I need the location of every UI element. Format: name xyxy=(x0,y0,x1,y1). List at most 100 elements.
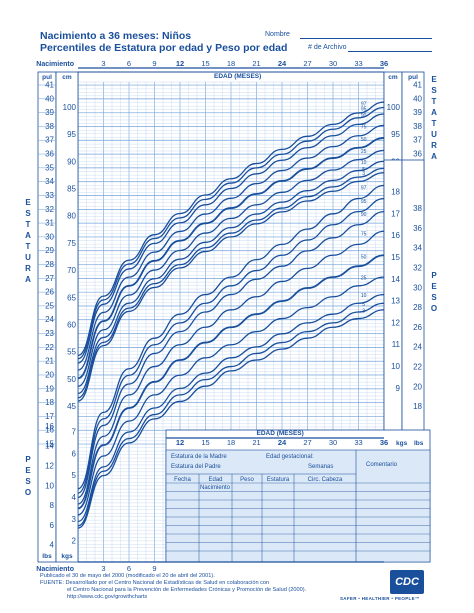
length-curve xyxy=(77,149,385,388)
weight-curve-label: 97 xyxy=(361,186,367,192)
left-unit-in: pul xyxy=(42,74,52,81)
left-kg-tick: 5 xyxy=(72,471,77,480)
right-kg-tick: 11 xyxy=(392,340,401,349)
right-cm-tick: 100 xyxy=(387,103,401,112)
right-in-tick: 41 xyxy=(413,81,422,90)
right-unit-lb: lbs xyxy=(414,440,424,447)
right-cm-tick: 95 xyxy=(391,130,400,139)
bottom-age-tick-label: 6 xyxy=(127,564,131,573)
form-column-header: Circ. Cabeza xyxy=(308,477,343,483)
right-lb-tick: 18 xyxy=(413,402,422,411)
right-kg-tick: 14 xyxy=(391,275,400,284)
length-cm-tick: 100 xyxy=(63,103,77,112)
record-field[interactable] xyxy=(348,51,432,52)
left-kg-tick: 3 xyxy=(72,515,77,524)
footer-line2: FUENTE: Desarrollado por el Centro Nacio… xyxy=(40,580,270,586)
left-weight-title: E xyxy=(25,466,31,475)
chart-title-line2: Percentiles de Estatura por edad y Peso … xyxy=(40,42,288,54)
left-kg-tick: 2 xyxy=(72,537,77,546)
lower-age-tick-label: 27 xyxy=(303,438,311,447)
right-weight-title: P xyxy=(431,271,437,280)
top-age-axis-title: EDAD (MESES) xyxy=(214,73,261,80)
weeks-label: Semanas xyxy=(308,464,333,470)
right-kg-tick: 13 xyxy=(391,297,400,306)
weight-curve xyxy=(77,230,385,505)
weight-curve xyxy=(77,293,385,523)
name-field[interactable] xyxy=(300,38,432,39)
length-cm-tick: 85 xyxy=(67,185,76,194)
right-in-tick: 40 xyxy=(413,94,422,103)
weight-curve-label: 10 xyxy=(361,293,367,299)
comment-label: Comentario xyxy=(366,462,398,468)
form-body xyxy=(165,449,431,563)
right-kg-tick: 15 xyxy=(391,253,400,262)
right-kg-tick: 10 xyxy=(391,362,400,371)
right-lb-tick: 34 xyxy=(413,244,422,253)
cdc-tagline: SAFER • HEALTHIER • PEOPLE™ xyxy=(340,596,420,601)
name-label: Nombre xyxy=(265,31,290,38)
right-kg-tick: 18 xyxy=(391,188,400,197)
left-lb-tick: 16 xyxy=(45,422,54,431)
weight-curve xyxy=(77,254,385,510)
right-length-title: S xyxy=(431,86,437,95)
left-unit-kg: kgs xyxy=(61,553,73,560)
bottom-age-tick-label: Nacimiento xyxy=(36,566,74,573)
length-cm-tick: 80 xyxy=(67,212,76,221)
lower-age-axis-title: EDAD (MESES) xyxy=(257,430,304,437)
top-age-tick-label: 21 xyxy=(252,59,260,68)
right-weight-title: E xyxy=(431,282,437,291)
length-cm-tick: 65 xyxy=(67,293,76,302)
right-weight-title: O xyxy=(431,304,437,313)
length-curve xyxy=(77,172,385,402)
length-curve-label: 10 xyxy=(361,160,367,166)
form-column-header: Edad xyxy=(208,477,222,483)
right-lb-tick: 26 xyxy=(413,323,422,332)
right-unit-cm: cm xyxy=(388,74,398,81)
left-lb-tick: 10 xyxy=(45,481,54,490)
lower-age-tick-label: 12 xyxy=(176,438,184,447)
right-length-title: A xyxy=(431,152,437,161)
left-length-title: U xyxy=(25,253,31,262)
footer-link[interactable]: http://www.cdc.gov/growthcharts xyxy=(67,594,148,600)
left-weight-title: O xyxy=(25,488,31,497)
left-weight-title: P xyxy=(25,455,31,464)
left-lb-tick: 8 xyxy=(50,501,55,510)
weight-curve-label: 50 xyxy=(361,255,367,261)
right-in-tick: 39 xyxy=(413,108,422,117)
lower-age-tick-label: 24 xyxy=(278,438,287,447)
top-axis-band xyxy=(70,58,392,68)
weight-curve-label: 25 xyxy=(361,276,367,282)
father-height-label: Estatura del Padre xyxy=(171,464,221,470)
gestational-age-label: Edad gestacional: xyxy=(266,454,314,460)
right-kg-tick: 12 xyxy=(391,318,400,327)
length-cm-tick: 45 xyxy=(67,402,76,411)
right-in-tick: 37 xyxy=(413,136,422,145)
length-curve-label: 75 xyxy=(361,125,367,131)
bottom-age-tick-label: 9 xyxy=(152,564,156,573)
footer-line3: el Centro Nacional para la Prevención de… xyxy=(67,587,307,593)
left-kg-tick: 4 xyxy=(72,493,77,502)
left-length-title: A xyxy=(25,275,31,284)
right-lb-tick: 24 xyxy=(413,343,422,352)
lower-age-tick-label: 15 xyxy=(201,438,209,447)
weight-curve-label: 3 xyxy=(362,308,365,314)
length-curve-label: 3 xyxy=(362,171,365,177)
bottom-age-tick-label: 3 xyxy=(101,564,105,573)
top-age-tick-label: Nacimiento xyxy=(36,61,74,68)
right-lb-tick: 36 xyxy=(413,224,422,233)
top-age-tick-label: 6 xyxy=(127,59,131,68)
left-length-title: T xyxy=(26,220,31,229)
length-curve-label: 5 xyxy=(362,167,365,173)
left-unit-lb: lbs xyxy=(42,553,52,560)
right-lb-tick: 32 xyxy=(413,264,422,273)
right-length-title: E xyxy=(431,75,437,84)
top-age-tick-label: 24 xyxy=(278,59,287,68)
top-age-tick-label: 9 xyxy=(152,59,156,68)
left-kg-tick: 6 xyxy=(72,449,77,458)
right-lb-tick: 20 xyxy=(413,382,422,391)
cdc-logo: CDC xyxy=(390,570,424,594)
right-weight-title: S xyxy=(431,293,437,302)
left-length-title: E xyxy=(25,198,31,207)
lower-age-tick-label: 36 xyxy=(380,438,388,447)
